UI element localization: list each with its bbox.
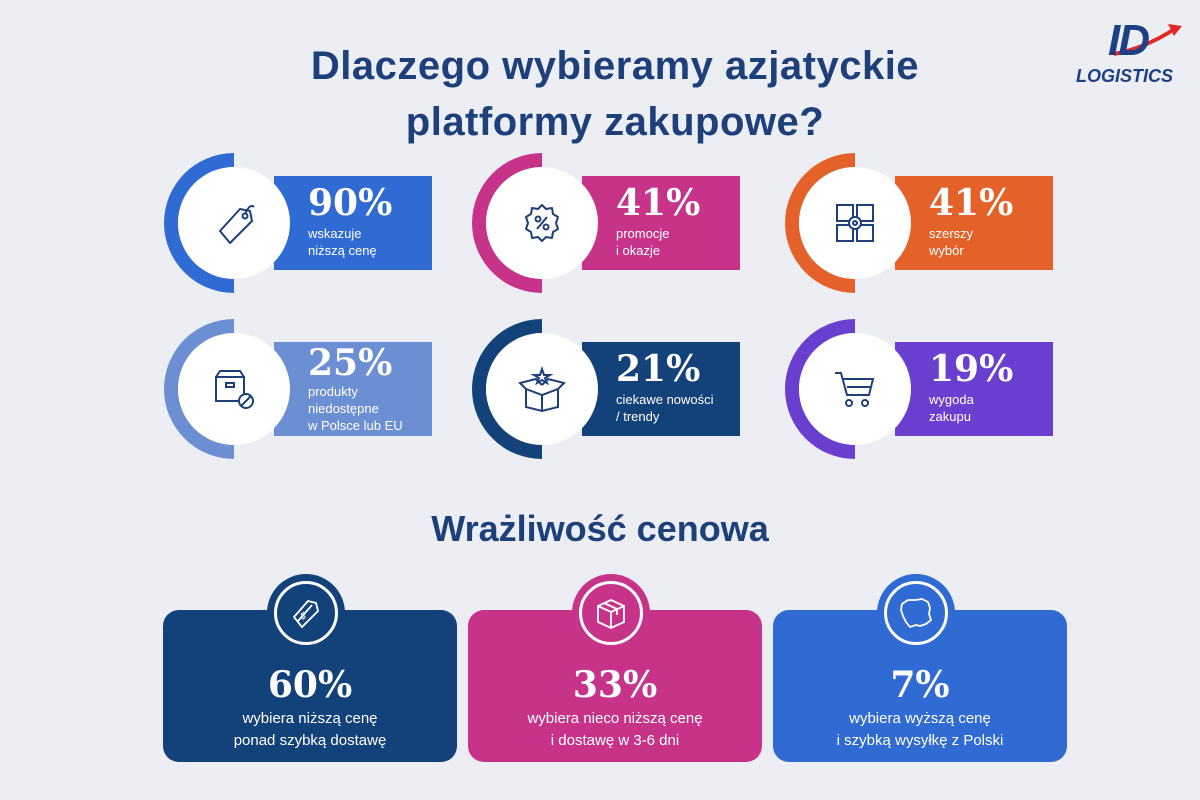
svg-text:$: $ [300,611,306,622]
id-logistics-logo: ID LOGISTICS [1066,16,1186,100]
reason-card-convenience: 19% wygoda zakupu [785,319,1053,459]
reason-card-lower-price: 90% wskazuje niższą cenę [164,153,432,293]
dollar-tags-icon: $ [292,599,319,629]
boxes-grid-icon [836,204,874,242]
sensitivity-card-medium-price: 33% wybiera nieco niższą cenę i dostawę … [468,574,762,762]
price-tag-icon [219,204,255,244]
sensitivity-card-lower-price: $ 60% wybiera niższą cenę ponad szybką d… [163,574,457,762]
open-box-icon [518,365,566,413]
package-icon [597,599,625,629]
section-title: Wrażliwość cenowa [431,508,769,549]
reason-card-trends: 21% ciekawe nowości / trendy [472,319,740,459]
discount-badge-icon [525,204,559,242]
shopping-cart-icon [835,372,875,407]
page-title: Dlaczego wybieramy azjatyckie platformy … [310,44,920,144]
poland-map-icon [900,598,932,628]
reason-card-unavailable: 25% produkty niedostępne w Polsce lub EU [164,319,432,459]
sensitivity-card-higher-price: 7% wybiera wyższą cenę i szybką wysyłkę … [773,574,1067,762]
reason-card-promotions: 41% promocje i okazje [472,153,740,293]
reason-card-wider-choice: 41% szerszy wybór [785,153,1053,293]
box-blocked-icon [215,370,254,409]
